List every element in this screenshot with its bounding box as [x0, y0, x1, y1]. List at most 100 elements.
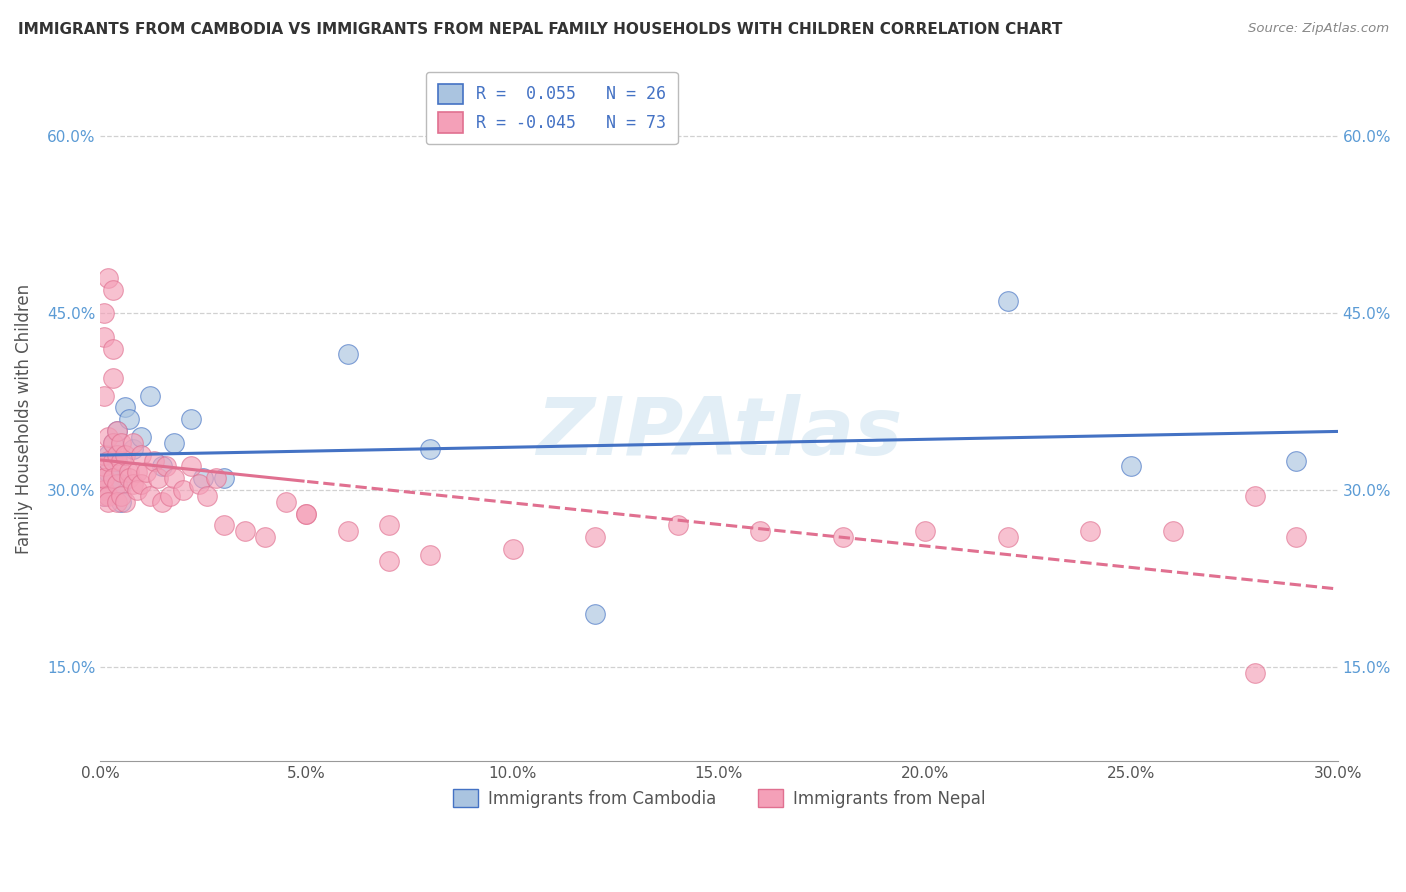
Point — [583, 607, 606, 621]
Point — [101, 471, 124, 485]
Point — [163, 435, 186, 450]
Point — [97, 430, 120, 444]
Point — [666, 518, 689, 533]
Text: IMMIGRANTS FROM CAMBODIA VS IMMIGRANTS FROM NEPAL FAMILY HOUSEHOLDS WITH CHILDRE: IMMIGRANTS FROM CAMBODIA VS IMMIGRANTS F… — [18, 22, 1063, 37]
Point — [419, 442, 441, 456]
Point — [172, 483, 194, 497]
Point — [378, 518, 401, 533]
Point — [295, 507, 318, 521]
Point — [193, 471, 215, 485]
Point — [97, 453, 120, 467]
Point — [93, 306, 115, 320]
Point — [336, 524, 359, 539]
Point — [502, 541, 524, 556]
Point — [110, 453, 132, 467]
Point — [131, 448, 153, 462]
Point — [212, 518, 235, 533]
Point — [150, 459, 173, 474]
Point — [831, 530, 853, 544]
Point — [101, 371, 124, 385]
Point — [93, 489, 115, 503]
Point — [93, 389, 115, 403]
Point — [142, 453, 165, 467]
Point — [122, 442, 145, 456]
Point — [131, 477, 153, 491]
Point — [97, 448, 120, 462]
Point — [159, 489, 181, 503]
Point — [127, 483, 149, 497]
Point — [139, 489, 162, 503]
Point — [105, 477, 128, 491]
Point — [114, 401, 136, 415]
Point — [122, 477, 145, 491]
Point — [110, 435, 132, 450]
Point — [118, 465, 141, 479]
Point — [97, 270, 120, 285]
Point — [105, 453, 128, 467]
Point — [146, 471, 169, 485]
Point — [139, 389, 162, 403]
Point — [1244, 665, 1267, 680]
Point — [93, 448, 115, 462]
Point — [419, 548, 441, 562]
Point — [105, 424, 128, 438]
Point — [135, 465, 157, 479]
Point — [110, 495, 132, 509]
Point — [997, 294, 1019, 309]
Point — [749, 524, 772, 539]
Legend: Immigrants from Cambodia, Immigrants from Nepal: Immigrants from Cambodia, Immigrants fro… — [446, 783, 991, 814]
Point — [101, 453, 124, 467]
Point — [97, 489, 120, 503]
Point — [101, 471, 124, 485]
Point — [378, 554, 401, 568]
Point — [101, 342, 124, 356]
Point — [163, 471, 186, 485]
Point — [1078, 524, 1101, 539]
Point — [105, 448, 128, 462]
Point — [105, 495, 128, 509]
Point — [914, 524, 936, 539]
Point — [114, 448, 136, 462]
Point — [180, 459, 202, 474]
Point — [197, 489, 219, 503]
Point — [1244, 489, 1267, 503]
Point — [118, 471, 141, 485]
Point — [233, 524, 256, 539]
Point — [204, 471, 226, 485]
Point — [101, 283, 124, 297]
Point — [583, 530, 606, 544]
Point — [93, 483, 115, 497]
Point — [93, 459, 115, 474]
Point — [118, 412, 141, 426]
Point — [188, 477, 211, 491]
Point — [93, 471, 115, 485]
Point — [274, 495, 297, 509]
Point — [110, 489, 132, 503]
Point — [105, 424, 128, 438]
Point — [1285, 453, 1308, 467]
Point — [122, 435, 145, 450]
Text: ZIPAtlas: ZIPAtlas — [536, 394, 903, 472]
Point — [254, 530, 277, 544]
Point — [110, 477, 132, 491]
Point — [114, 495, 136, 509]
Point — [155, 459, 177, 474]
Point — [1121, 459, 1143, 474]
Point — [1161, 524, 1184, 539]
Point — [212, 471, 235, 485]
Point — [131, 430, 153, 444]
Point — [180, 412, 202, 426]
Point — [101, 435, 124, 450]
Point — [127, 465, 149, 479]
Text: Source: ZipAtlas.com: Source: ZipAtlas.com — [1249, 22, 1389, 36]
Point — [1285, 530, 1308, 544]
Point — [101, 435, 124, 450]
Point — [97, 465, 120, 479]
Point — [97, 495, 120, 509]
Point — [93, 489, 115, 503]
Point — [93, 471, 115, 485]
Y-axis label: Family Households with Children: Family Households with Children — [15, 285, 32, 554]
Point — [336, 347, 359, 361]
Point — [93, 330, 115, 344]
Point — [295, 507, 318, 521]
